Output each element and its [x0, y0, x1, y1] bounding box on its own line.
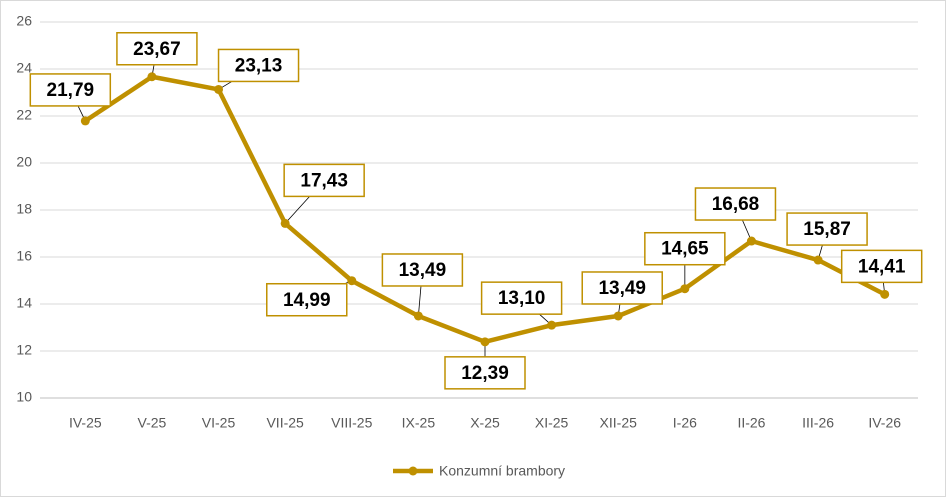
label-box [786, 212, 868, 246]
label-box [283, 163, 365, 198]
y-tick-label: 16 [16, 248, 32, 264]
label-box [444, 356, 526, 390]
data-label: 16,68 [712, 194, 760, 215]
x-tick-label: VIII-25 [331, 415, 372, 431]
data-label: 21,79 [47, 80, 95, 101]
data-label: 13,10 [498, 288, 546, 309]
label-box [381, 253, 464, 287]
x-tick-label: IX-25 [402, 415, 436, 431]
x-tick-label: IV-26 [868, 415, 901, 431]
label-box [581, 271, 663, 305]
label-box [644, 231, 726, 266]
data-label: 17,43 [300, 170, 348, 191]
point [480, 337, 490, 347]
data-label: 14,99 [283, 290, 331, 311]
y-tick-label: 14 [16, 295, 32, 311]
data-label: 15,87 [803, 219, 851, 240]
data-label: 13,49 [598, 278, 646, 299]
x-tick-label: IV-25 [69, 415, 102, 431]
y-tick-label: 10 [16, 389, 32, 405]
point [880, 289, 890, 299]
point [280, 218, 290, 228]
label-box [840, 249, 923, 284]
x-tick-label: XI-25 [535, 415, 569, 431]
label-box [116, 32, 198, 66]
label-box [217, 48, 300, 83]
point [80, 116, 90, 126]
x-tick-label: XII-25 [600, 415, 638, 431]
label-box [266, 282, 348, 317]
label-box [694, 187, 777, 221]
y-tick-label: 20 [16, 154, 32, 170]
x-tick-label: V-25 [138, 415, 167, 431]
label-box [480, 281, 563, 315]
point [347, 276, 357, 286]
x-tick-label: X-25 [470, 415, 500, 431]
point [680, 284, 690, 294]
x-tick-label: II-26 [737, 415, 765, 431]
point [413, 311, 423, 321]
point [813, 255, 823, 265]
y-tick-label: 22 [16, 107, 32, 123]
label-box [29, 73, 112, 107]
x-tick-label: III-26 [802, 415, 834, 431]
point [613, 311, 623, 321]
legend-marker [408, 466, 418, 476]
legend-label: Konzumní brambory [439, 463, 565, 479]
data-label: 23,13 [235, 55, 283, 76]
y-tick-label: 26 [16, 13, 32, 29]
data-label: 14,65 [661, 239, 709, 260]
data-label: 13,49 [399, 260, 447, 281]
y-tick-label: 24 [16, 60, 32, 76]
x-tick-label: VI-25 [202, 415, 236, 431]
data-label: 23,67 [133, 39, 181, 60]
x-tick-label: VII-25 [266, 415, 304, 431]
point [547, 320, 557, 330]
point [147, 72, 157, 82]
data-label: 12,39 [461, 363, 509, 384]
data-label: 14,41 [858, 256, 906, 277]
y-tick-label: 12 [16, 342, 32, 358]
y-tick-label: 18 [16, 201, 32, 217]
point [214, 84, 224, 94]
x-tick-label: I-26 [673, 415, 697, 431]
point [746, 236, 756, 246]
